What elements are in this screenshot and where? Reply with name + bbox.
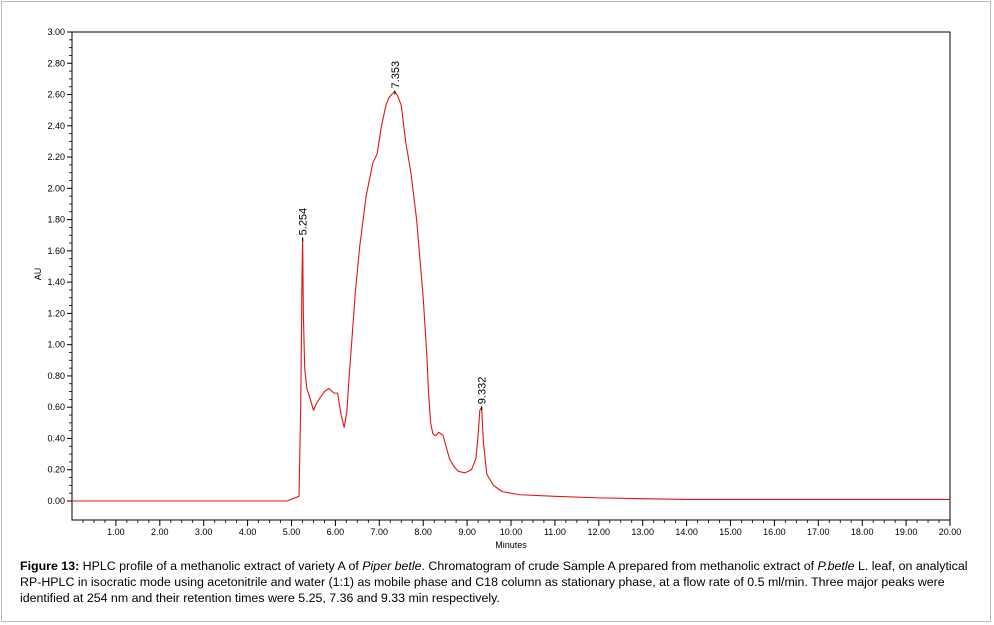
y-tick-label: 0.20 xyxy=(47,465,65,475)
y-tick-label: 0.80 xyxy=(47,371,65,381)
x-axis-title: Minutes xyxy=(495,540,527,550)
y-axis-ticks: 0.00 0.20 0.40 0.60 0.80 1.00 1.20 1.40 1.60 1.80… xyxy=(47,27,72,506)
x-tick-label: 4.00 xyxy=(239,527,257,537)
y-tick-label: 2.40 xyxy=(47,121,65,131)
x-tick-label: 15.00 xyxy=(719,527,742,537)
caption-species-1: Piper betle xyxy=(362,559,422,573)
x-tick-label: 9.00 xyxy=(458,527,476,537)
y-tick-label: 1.40 xyxy=(47,277,65,287)
y-axis-title: AU xyxy=(33,268,43,281)
x-tick-label: 19.00 xyxy=(895,527,918,537)
y-tick-label: 2.20 xyxy=(47,152,65,162)
x-tick-label: 5.00 xyxy=(283,527,301,537)
plot-area xyxy=(71,31,951,521)
x-tick-label: 6.00 xyxy=(327,527,345,537)
x-tick-label: 7.00 xyxy=(371,527,389,537)
y-tick-label: 2.60 xyxy=(47,90,65,100)
x-tick-label: 10.00 xyxy=(500,527,523,537)
y-tick-label: 1.80 xyxy=(47,215,65,225)
peak-labels: 5.254 7.353 9.332 xyxy=(298,61,489,411)
x-axis-ticks: 1.00 2.00 3.00 4.00 5.00 6.00 7.00 8.00 9.00 10.0… xyxy=(82,520,962,537)
y-tick-label: 2.00 xyxy=(47,183,65,193)
caption-text-1: HPLC profile of a methanolic extract of … xyxy=(79,559,363,573)
x-tick-label: 20.00 xyxy=(939,527,962,537)
y-tick-label: 1.20 xyxy=(47,308,65,318)
y-tick-label: 1.60 xyxy=(47,246,65,256)
x-tick-label: 1.00 xyxy=(107,527,125,537)
figure-caption: Figure 13: HPLC profile of a methanolic … xyxy=(20,558,982,606)
x-tick-label: 14.00 xyxy=(675,527,698,537)
caption-text-3: L. leaf, on analytical RP-HPLC in isocra… xyxy=(20,559,968,605)
x-tick-label: 16.00 xyxy=(763,527,786,537)
y-tick-label: 0.40 xyxy=(47,433,65,443)
x-tick-label: 11.00 xyxy=(544,527,566,537)
x-tick-label: 18.00 xyxy=(851,527,874,537)
y-tick-label: 0.00 xyxy=(47,496,65,506)
x-tick-label: 3.00 xyxy=(195,527,213,537)
y-tick-label: 0.60 xyxy=(47,402,65,412)
x-tick-label: 2.00 xyxy=(151,527,169,537)
caption-text-2: . Chromatogram of crude Sample A prepare… xyxy=(421,559,818,573)
y-tick-label: 3.00 xyxy=(47,27,65,37)
peak-label: 9.332 xyxy=(477,377,489,405)
y-tick-label: 1.00 xyxy=(47,340,65,350)
y-tick-label: 2.80 xyxy=(47,58,65,68)
x-tick-label: 13.00 xyxy=(631,527,654,537)
x-tick-label: 12.00 xyxy=(588,527,611,537)
x-tick-label: 17.00 xyxy=(807,527,830,537)
peak-label: 7.353 xyxy=(390,61,402,89)
caption-figure-label: Figure 13: xyxy=(20,559,80,573)
hplc-chromatogram: 0.00 0.20 0.40 0.60 0.80 1.00 1.20 1.40 1.60 1.80… xyxy=(33,27,962,550)
peak-label: 5.254 xyxy=(298,208,310,236)
caption-species-2: P.betle xyxy=(817,559,855,573)
x-tick-label: 8.00 xyxy=(414,527,432,537)
